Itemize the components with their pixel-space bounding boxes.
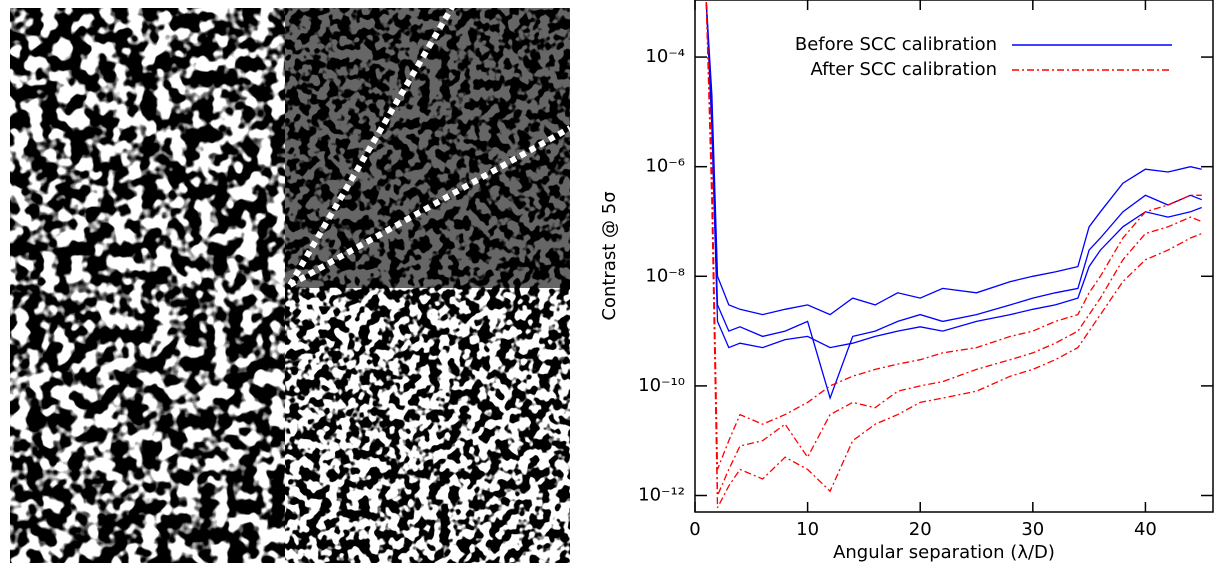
series-line — [705, 2, 1202, 401]
speckle-image — [10, 0, 572, 563]
y-tick-label: 10⁻⁶ — [645, 156, 685, 177]
plot-frame — [694, 0, 1214, 513]
series-line — [705, 2, 1202, 496]
y-tick-label: 10⁻¹² — [638, 485, 685, 506]
series-line — [705, 2, 1202, 508]
y-tick-label: 10⁻⁸ — [645, 265, 685, 286]
y-axis-label: Contrast @ 5σ — [599, 191, 620, 320]
x-tick-label: 20 — [909, 519, 932, 540]
x-tick-label: 30 — [1021, 519, 1044, 540]
legend-label: After SCC calibration — [811, 59, 998, 80]
series-line — [705, 2, 1202, 470]
legend-label: Before SCC calibration — [795, 34, 997, 55]
x-tick-label: 40 — [1134, 519, 1157, 540]
x-tick-label: 10 — [796, 519, 819, 540]
series-line — [705, 2, 1202, 349]
series-line — [705, 2, 1202, 316]
y-tick-label: 10⁻⁴ — [645, 46, 685, 67]
x-axis-label: Angular separation (λ/D) — [833, 542, 1055, 563]
plot-area — [705, 2, 1202, 508]
x-tick-label: 0 — [689, 519, 700, 540]
y-tick-label: 10⁻¹⁰ — [638, 375, 685, 396]
